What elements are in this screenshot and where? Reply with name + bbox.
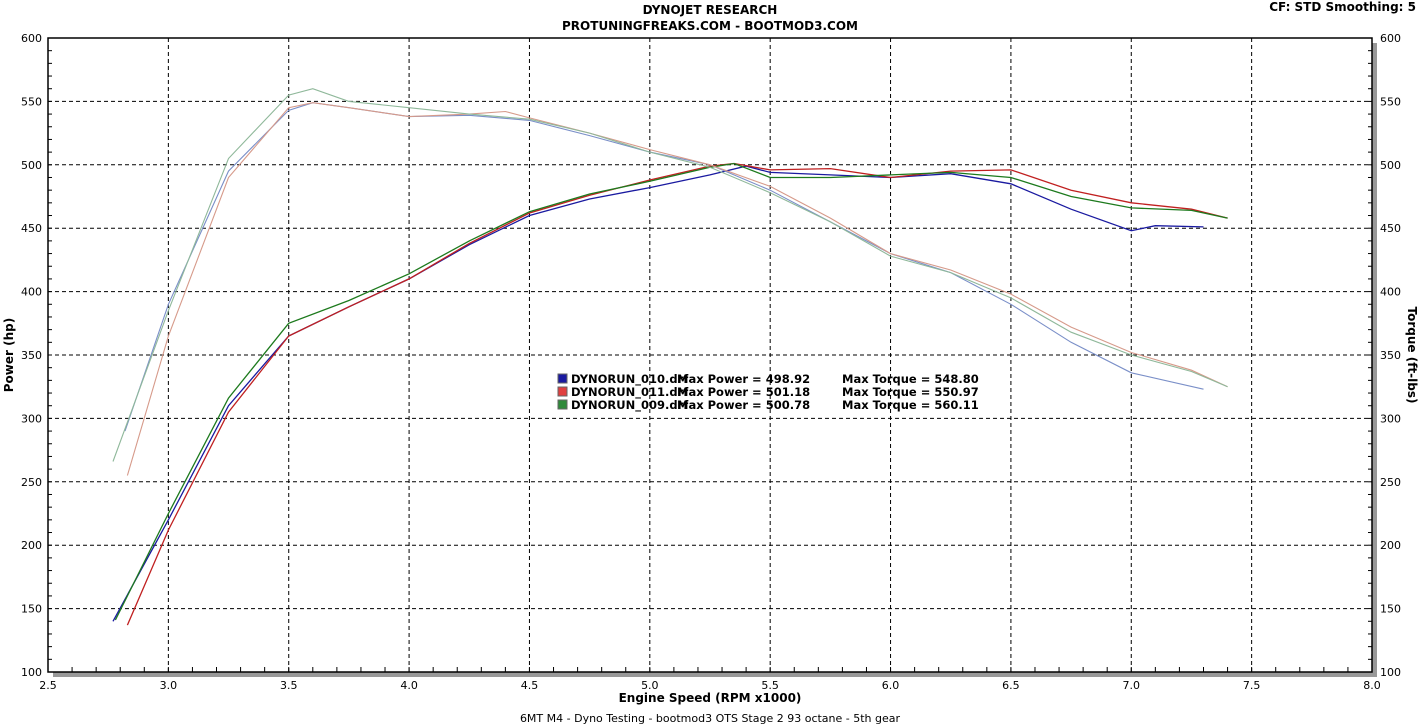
y2-tick-label: 450 — [1380, 222, 1401, 235]
legend-power-label: Max Power = 500.78 — [677, 398, 810, 412]
legend-torque-label: Max Torque = 548.80 — [842, 372, 979, 386]
x-axis-label: Engine Speed (RPM x1000) — [619, 691, 802, 705]
y2-tick-label: 400 — [1380, 286, 1401, 299]
y-tick-label: 250 — [21, 476, 42, 489]
legend-item: DYNORUN_011.drf Max Power = 501.18 Max T… — [557, 385, 979, 400]
chart-title: DYNOJET RESEARCH — [643, 3, 778, 17]
legend: DYNORUN_010.drf Max Power = 498.92 Max T… — [557, 372, 979, 413]
legend-run-label: DYNORUN_009.drf — [571, 398, 689, 413]
y-tick-label: 550 — [21, 95, 42, 108]
x-tick-label: 6.0 — [882, 679, 900, 692]
x-tick-label: 4.5 — [521, 679, 539, 692]
legend-run-label: DYNORUN_010.drf — [571, 372, 689, 387]
x-tick-label: 6.5 — [1002, 679, 1020, 692]
power-line-dynorun_011 — [126, 162, 1228, 626]
x-tick-label: 5.5 — [761, 679, 779, 692]
legend-item: DYNORUN_010.drf Max Power = 498.92 Max T… — [557, 372, 979, 387]
y-tick-label: 100 — [21, 666, 42, 679]
y2-tick-label: 250 — [1380, 476, 1401, 489]
y-tick-label: 450 — [21, 222, 42, 235]
y-tick-label: 500 — [21, 159, 42, 172]
series-lines — [112, 88, 1228, 626]
y2-tick-label: 350 — [1380, 349, 1401, 362]
legend-swatch — [557, 386, 568, 397]
legend-swatch — [557, 399, 568, 410]
legend-power-label: Max Power = 501.18 — [677, 385, 810, 399]
y-tick-label: 400 — [21, 286, 42, 299]
legend-swatch — [557, 373, 568, 384]
y2-tick-label: 100 — [1380, 666, 1401, 679]
x-tick-label: 5.0 — [641, 679, 659, 692]
y-tick-label: 600 — [21, 32, 42, 45]
x-tick-label: 3.5 — [280, 679, 298, 692]
footer-caption: 6MT M4 - Dyno Testing - bootmod3 OTS Sta… — [520, 712, 901, 725]
y2-tick-label: 550 — [1380, 95, 1401, 108]
legend-power-label: Max Power = 498.92 — [677, 372, 810, 386]
y-axis-label: Power (hp) — [2, 318, 16, 392]
x-tick-label: 4.0 — [400, 679, 418, 692]
y-tick-label: 350 — [21, 349, 42, 362]
torque-line-dynorun_009 — [112, 88, 1228, 462]
y2-tick-label: 150 — [1380, 603, 1401, 616]
y-tick-label: 300 — [21, 412, 42, 425]
legend-item: DYNORUN_009.drf Max Power = 500.78 Max T… — [557, 398, 979, 413]
chart-subtitle: PROTUNINGFREAKS.COM - BOOTMOD3.COM — [562, 19, 858, 33]
y2-tick-label: 200 — [1380, 539, 1401, 552]
x-tick-label: 3.0 — [160, 679, 178, 692]
y2-tick-label: 300 — [1380, 412, 1401, 425]
y2-tick-label: 500 — [1380, 159, 1401, 172]
grid — [48, 38, 1372, 672]
x-tick-label: 7.5 — [1243, 679, 1261, 692]
legend-run-label: DYNORUN_011.drf — [571, 385, 689, 400]
y2-tick-label: 600 — [1380, 32, 1401, 45]
x-tick-label: 8.0 — [1363, 679, 1381, 692]
torque-line-dynorun_011 — [126, 102, 1228, 476]
torque-line-dynorun_010 — [124, 102, 1204, 432]
legend-torque-label: Max Torque = 560.11 — [842, 398, 979, 412]
settings-label: CF: STD Smoothing: 5 — [1269, 0, 1416, 14]
x-tick-label: 7.0 — [1123, 679, 1141, 692]
y-tick-label: 150 — [21, 603, 42, 616]
y-tick-label: 200 — [21, 539, 42, 552]
y2-axis-label: Torque (ft-lbs) — [1405, 307, 1419, 404]
x-tick-label: 2.5 — [39, 679, 57, 692]
legend-torque-label: Max Torque = 550.97 — [842, 385, 979, 399]
